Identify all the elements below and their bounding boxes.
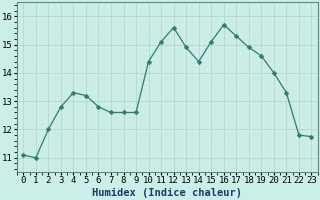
X-axis label: Humidex (Indice chaleur): Humidex (Indice chaleur) [92,188,242,198]
